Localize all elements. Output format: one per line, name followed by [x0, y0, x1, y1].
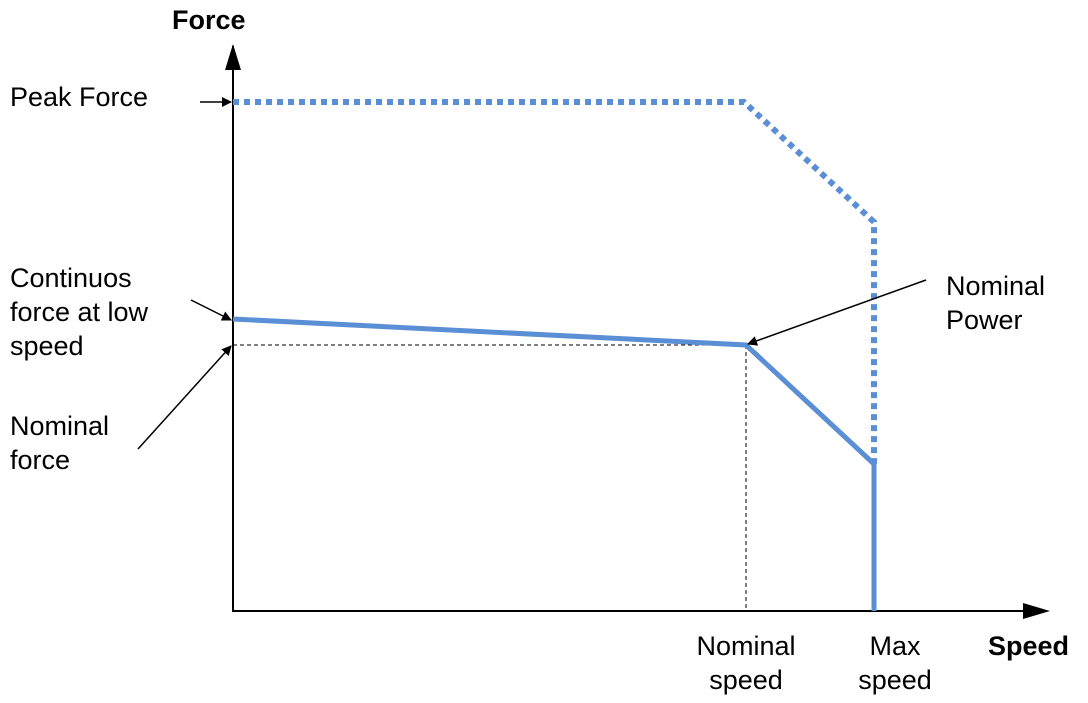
nominal-force-label: Nominal force: [10, 411, 110, 475]
continuous-force-label: Continuos force at low speed: [10, 263, 149, 361]
peak-force-label: Peak Force: [10, 82, 149, 112]
continuous-force-arrow: [190, 299, 232, 321]
continuous-force-curve: [232, 316, 877, 611]
peak-force-curve: [233, 99, 877, 464]
max-speed-label: Max speed: [858, 631, 932, 695]
nominal-power-label: Nominal Power: [946, 271, 1046, 335]
x-axis-arrowhead: [1023, 603, 1050, 619]
x-axis-title: Speed: [988, 631, 1070, 661]
nominal-force-arrow: [137, 345, 232, 450]
y-axis-title: Force: [172, 5, 246, 35]
y-axis-arrowhead: [225, 44, 241, 70]
nominal-power-arrow: [747, 279, 927, 346]
nominal-speed-label: Nominal speed: [696, 631, 796, 695]
